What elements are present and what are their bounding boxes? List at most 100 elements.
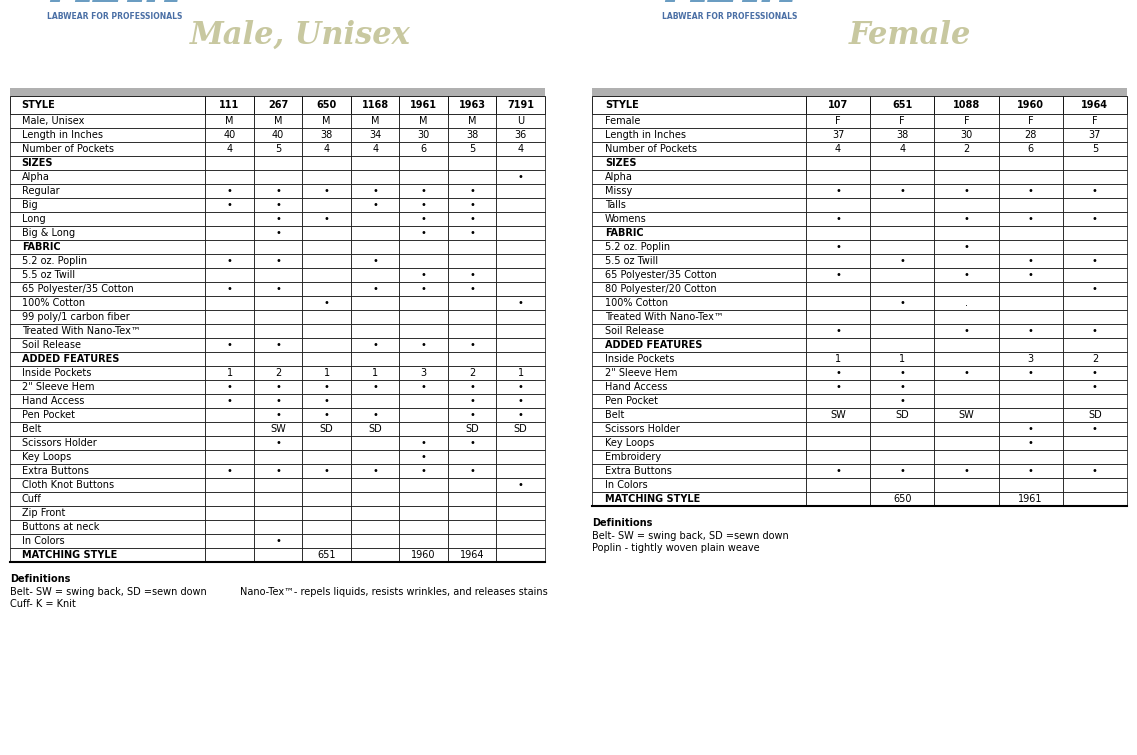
Bar [870, 338, 935, 352]
Bar [399, 352, 448, 366]
Text: •: • [1028, 438, 1034, 448]
Bar [254, 254, 302, 268]
Bar [592, 254, 806, 268]
Bar [351, 114, 399, 128]
Text: M: M [468, 116, 476, 126]
Bar [1063, 156, 1127, 170]
Text: Belt: Belt [22, 424, 41, 434]
Text: 1961: 1961 [1019, 494, 1043, 504]
Text: •: • [899, 256, 905, 266]
Bar [870, 324, 935, 338]
Bar [1063, 128, 1127, 142]
Text: 40: 40 [272, 130, 284, 140]
Bar [302, 408, 351, 422]
Text: Cuff- K = Knit: Cuff- K = Knit [10, 599, 76, 609]
Bar [254, 464, 302, 478]
Bar [448, 506, 497, 520]
Bar [448, 212, 497, 226]
Bar [10, 548, 206, 562]
Bar [497, 436, 545, 450]
Bar [206, 492, 254, 506]
Bar [206, 170, 254, 184]
Text: •: • [470, 438, 475, 448]
Text: •: • [1092, 368, 1098, 378]
Text: •: • [372, 382, 379, 392]
Bar [254, 478, 302, 492]
Bar [1063, 198, 1127, 212]
Bar [448, 96, 497, 114]
Bar [10, 88, 545, 96]
Bar [206, 296, 254, 310]
Bar [592, 296, 806, 310]
Bar [351, 464, 399, 478]
Text: SW: SW [830, 410, 846, 420]
Text: 65 Polyester/35 Cotton: 65 Polyester/35 Cotton [22, 284, 133, 294]
Bar [302, 142, 351, 156]
Bar [448, 240, 497, 254]
Bar [302, 506, 351, 520]
Text: •: • [372, 256, 379, 266]
Bar [206, 338, 254, 352]
Bar [935, 114, 998, 128]
Bar [1063, 96, 1127, 114]
Bar [206, 324, 254, 338]
Text: •: • [899, 368, 905, 378]
Bar [592, 198, 806, 212]
Text: M: M [371, 116, 380, 126]
Bar [592, 436, 806, 450]
Text: •: • [1092, 326, 1098, 336]
Text: Inside Pockets: Inside Pockets [22, 368, 91, 378]
Text: •: • [1028, 466, 1034, 476]
Bar [497, 338, 545, 352]
Text: 38: 38 [466, 130, 479, 140]
Text: •: • [1028, 368, 1034, 378]
Bar [870, 380, 935, 394]
Text: 2" Sleeve Hem: 2" Sleeve Hem [22, 382, 94, 392]
Bar [254, 128, 302, 142]
Text: •: • [1028, 424, 1034, 434]
Bar [497, 352, 545, 366]
Bar [302, 520, 351, 534]
Bar [592, 422, 806, 436]
Text: Cloth Knot Buttons: Cloth Knot Buttons [22, 480, 114, 490]
Bar [399, 114, 448, 128]
Text: 4: 4 [324, 144, 330, 154]
Bar [497, 548, 545, 562]
Bar [399, 156, 448, 170]
Bar [254, 492, 302, 506]
Text: 100% Cotton: 100% Cotton [605, 298, 667, 308]
Bar [935, 128, 998, 142]
Bar [935, 422, 998, 436]
Text: 267: 267 [268, 100, 288, 110]
Text: Belt: Belt [605, 410, 624, 420]
Text: Length in Inches: Length in Inches [22, 130, 102, 140]
Bar [935, 240, 998, 254]
Bar [448, 422, 497, 436]
Bar [1063, 212, 1127, 226]
Text: •: • [421, 438, 426, 448]
Bar [10, 436, 206, 450]
Text: Big: Big [22, 200, 38, 210]
Bar [1063, 464, 1127, 478]
Text: 1964: 1964 [460, 550, 484, 560]
Text: M: M [274, 116, 282, 126]
Bar [302, 268, 351, 282]
Text: •: • [372, 186, 379, 196]
Text: Buttons at neck: Buttons at neck [22, 522, 99, 532]
Bar [935, 282, 998, 296]
Text: •: • [517, 410, 524, 420]
Text: •: • [226, 200, 232, 210]
Bar [998, 142, 1063, 156]
Bar [448, 156, 497, 170]
Bar [870, 226, 935, 240]
Bar [935, 366, 998, 380]
Text: •: • [470, 270, 475, 280]
Bar [351, 394, 399, 408]
Bar [351, 156, 399, 170]
Text: F: F [899, 116, 905, 126]
Text: •: • [372, 410, 379, 420]
Text: STYLE: STYLE [605, 100, 639, 110]
Text: M: M [225, 116, 234, 126]
Text: 2: 2 [275, 368, 281, 378]
Bar [1063, 170, 1127, 184]
